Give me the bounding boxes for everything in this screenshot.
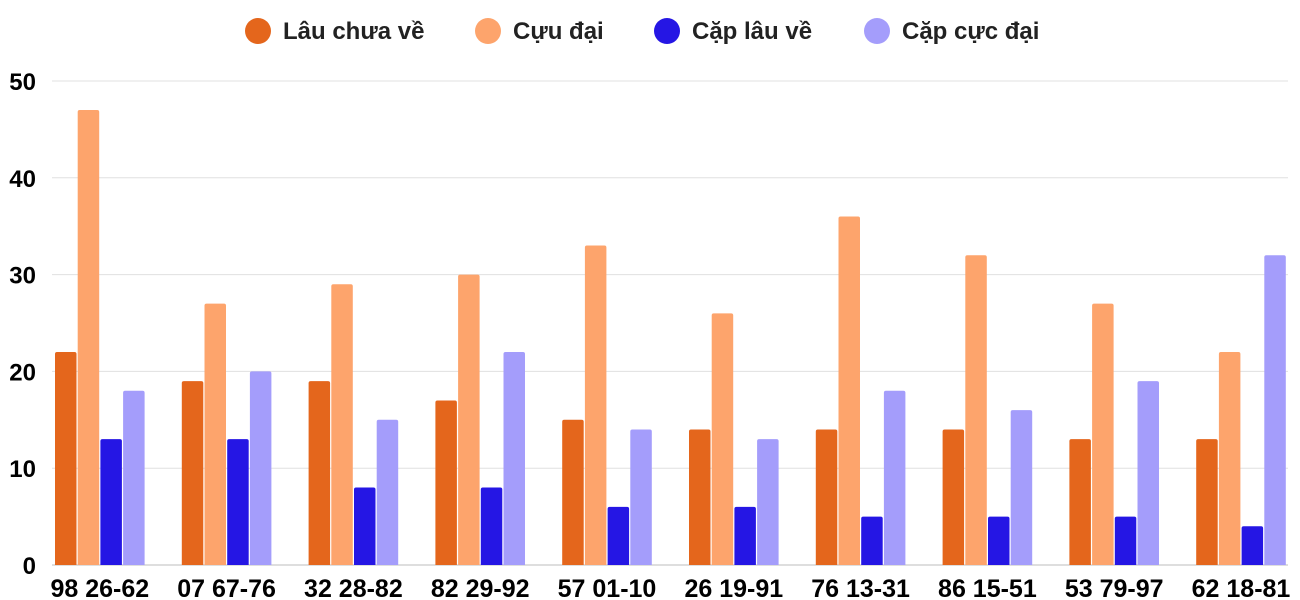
bar: [308, 381, 331, 565]
bar: [55, 352, 77, 565]
bar: [757, 439, 779, 565]
bar-group: [942, 255, 1033, 566]
bar: [1010, 410, 1033, 565]
bar-group: [181, 303, 272, 565]
bars: [55, 110, 1286, 566]
bar: [988, 516, 1010, 565]
bar-group: [562, 245, 652, 565]
bar: [965, 255, 987, 566]
bar: [630, 429, 652, 565]
bar: [607, 506, 630, 565]
bar: [1196, 439, 1218, 565]
bar-group: [815, 216, 906, 565]
x-tick-label: 53 79-97: [1065, 575, 1164, 600]
bar: [100, 439, 122, 565]
bar: [584, 245, 607, 565]
legend-label: Cựu đại: [513, 18, 604, 45]
legend: Lâu chưa về Cựu đại Cặp lâu về Cặp cực đại: [245, 18, 1039, 45]
x-tick-label: 07 67-76: [177, 575, 276, 600]
bar: [227, 439, 249, 565]
y-tick-label: 40: [9, 166, 36, 193]
bar-group: [1196, 255, 1286, 566]
bar-group: [435, 274, 525, 565]
x-tick-label: 76 13-31: [811, 575, 910, 600]
legend-item: Cựu đại: [475, 18, 604, 45]
x-tick-label: 62 18-81: [1192, 575, 1291, 600]
bar: [435, 400, 457, 565]
bar: [1092, 303, 1114, 565]
legend-item: Cặp lâu về: [654, 18, 812, 45]
bar: [861, 516, 883, 565]
x-tick-label: 32 28-82: [304, 575, 403, 600]
bar: [249, 371, 272, 565]
x-tick-label: 98 26-62: [50, 575, 149, 600]
bar: [689, 429, 711, 565]
x-tick-label: 26 19-91: [684, 575, 783, 600]
bar: [181, 381, 204, 565]
bar: [376, 419, 399, 565]
legend-swatch: [654, 18, 680, 44]
x-tick-label: 82 29-92: [431, 575, 530, 600]
x-tick-label: 86 15-51: [938, 575, 1037, 600]
y-tick-label: 30: [9, 263, 36, 290]
bar: [1241, 526, 1264, 565]
legend-swatch: [864, 18, 890, 44]
bar: [711, 313, 734, 565]
bar: [734, 506, 756, 565]
legend-label: Cặp lâu về: [692, 18, 812, 45]
bar: [354, 487, 376, 565]
legend-label: Lâu chưa về: [283, 18, 424, 45]
bar-group: [689, 313, 779, 565]
bar: [942, 429, 965, 565]
x-axis: 98 26-62 07 67-76 32 28-82 82 29-92 57 01-10…: [50, 575, 1290, 600]
bar: [503, 352, 525, 565]
bar: [123, 390, 145, 565]
legend-item: Cặp cực đại: [864, 18, 1039, 45]
y-tick-label: 10: [9, 456, 36, 483]
legend-item: Lâu chưa về: [245, 18, 424, 45]
bar-group: [55, 110, 145, 565]
bar: [77, 110, 100, 565]
bar: [458, 274, 480, 565]
bar-group: [1069, 303, 1159, 565]
bar: [1218, 352, 1241, 565]
y-tick-label: 20: [9, 359, 36, 386]
bar: [480, 487, 503, 565]
bar: [815, 429, 838, 565]
y-tick-label: 50: [9, 69, 36, 96]
x-tick-label: 57 01-10: [558, 575, 657, 600]
y-tick-label: 0: [23, 553, 36, 580]
bar: [1137, 381, 1159, 565]
bar-group: [308, 284, 399, 565]
bar: [1069, 439, 1091, 565]
bar: [562, 419, 584, 565]
bar: [1114, 516, 1137, 565]
bar: [331, 284, 353, 565]
bar: [1264, 255, 1286, 566]
bar: [883, 390, 906, 565]
legend-swatch: [245, 18, 271, 44]
bar: [838, 216, 860, 565]
y-axis: 0 10 20 30 40 50: [9, 69, 36, 580]
legend-label: Cặp cực đại: [902, 18, 1039, 45]
bar: [204, 303, 226, 565]
legend-swatch: [475, 18, 501, 44]
